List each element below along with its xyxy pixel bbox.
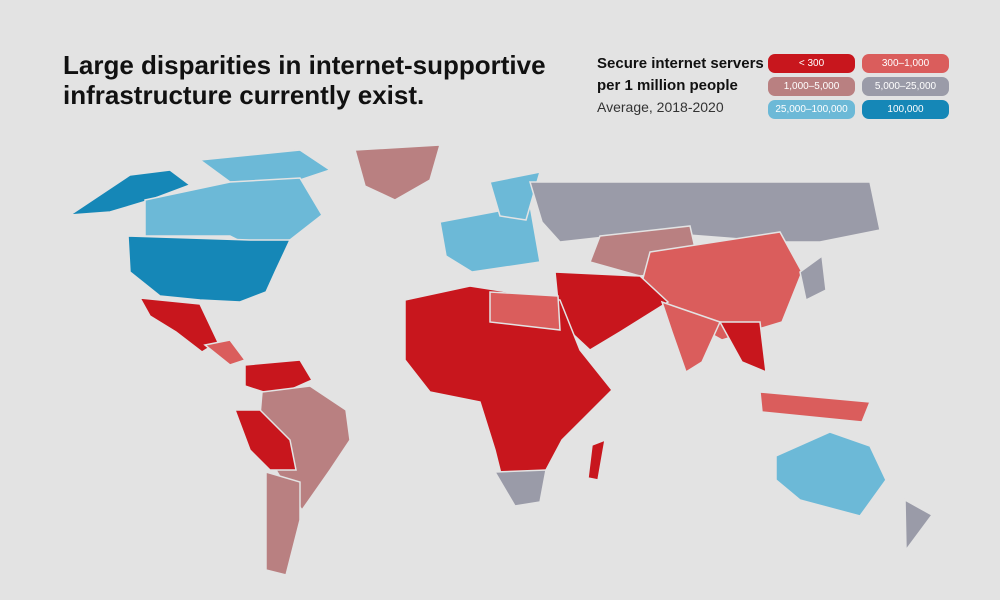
legend-title: Secure internet servers per 1 million pe… [597, 55, 764, 94]
region [138, 297, 219, 353]
region [67, 169, 192, 216]
region [718, 321, 767, 374]
region [904, 498, 934, 553]
legend-item: 25,000–100,000 [768, 100, 855, 119]
region [354, 144, 442, 201]
legend-item: 300–1,000 [862, 54, 949, 73]
region [587, 438, 606, 481]
legend-subtitle: Average, 2018-2020 [597, 99, 724, 115]
region [197, 149, 332, 183]
region [799, 254, 827, 302]
region [489, 171, 542, 221]
region [203, 339, 247, 366]
legend-item: 5,000–25,000 [862, 77, 949, 96]
region [489, 291, 561, 331]
legend-item: < 300 [768, 54, 855, 73]
title: Large disparities in internet-supportive… [63, 50, 546, 110]
region [493, 469, 547, 507]
region [265, 470, 301, 576]
region [127, 235, 292, 303]
legend-item: 1,000–5,000 [768, 77, 855, 96]
region [528, 181, 881, 243]
legend-item: 100,000 [862, 100, 949, 119]
region [775, 431, 887, 517]
region [759, 391, 872, 423]
region [233, 409, 297, 471]
region [660, 300, 722, 374]
